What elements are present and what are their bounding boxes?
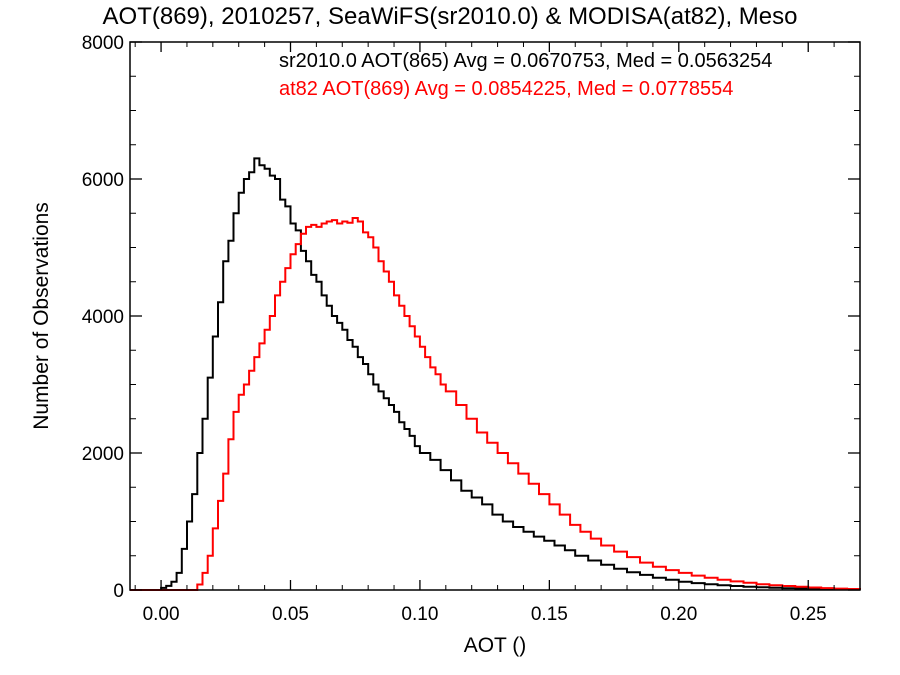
y-tick-label: 6000 (82, 170, 124, 191)
series-line-sr2010 (130, 157, 861, 591)
legend-annotation-black: sr2010.0 AOT(865) Avg = 0.0670753, Med =… (279, 50, 772, 72)
x-tick-label: 0.20 (660, 604, 697, 625)
x-axis-label: AOT () (464, 634, 527, 657)
x-tick-label: 0.25 (790, 604, 827, 625)
series-line-at82 (130, 217, 861, 591)
y-axis-label: Number of Observations (30, 202, 53, 430)
chart-title: AOT(869), 2010257, SeaWiFS(sr2010.0) & M… (103, 3, 798, 30)
plot-area: 0.00 0.05 0.10 0.15 0.20 0.25 0 2000 4000 6000 800… (82, 33, 861, 625)
y-tick-label: 2000 (82, 444, 124, 465)
x-tick-label: 0.10 (401, 604, 438, 625)
y-tick-label: 8000 (82, 33, 124, 54)
x-tick-label: 0.15 (531, 604, 568, 625)
y-tick-label: 4000 (82, 307, 124, 328)
plot-frame (129, 41, 861, 591)
y-tick-label: 0 (113, 581, 124, 602)
x-tick-label: 0.00 (143, 604, 180, 625)
x-tick-label: 0.05 (272, 604, 309, 625)
legend-annotation-red: at82 AOT(869) Avg = 0.0854225, Med = 0.0… (279, 78, 733, 100)
